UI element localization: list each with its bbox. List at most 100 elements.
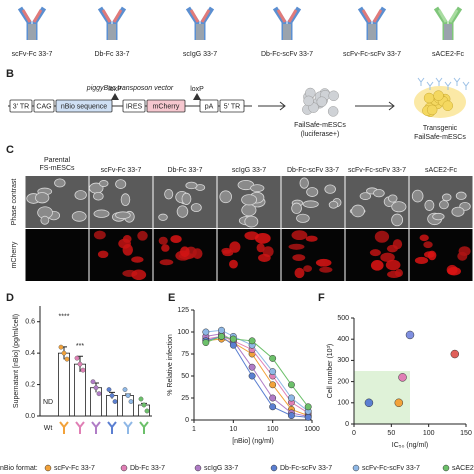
- cell: [455, 191, 467, 200]
- cell: [291, 230, 308, 241]
- data-point: [304, 413, 312, 421]
- cell: [324, 184, 336, 194]
- cell: [93, 230, 106, 240]
- vector-title: piggyBac transposon vector: [86, 85, 174, 92]
- data-point: [398, 373, 407, 382]
- cell: [244, 215, 259, 228]
- y-axis-label: % Relative infection: [167, 334, 174, 396]
- data-point: [269, 354, 277, 362]
- cell: [229, 241, 241, 253]
- cell: [190, 203, 202, 213]
- cell: [99, 180, 109, 187]
- legend-marker: [44, 464, 52, 472]
- replicate-dot: [122, 387, 128, 392]
- cell: [319, 266, 333, 273]
- cell-label: FailSafe-mESCs: [414, 134, 466, 141]
- cell: [288, 243, 305, 250]
- construct-box: [122, 99, 146, 113]
- cell: [380, 252, 395, 263]
- construct-box: [55, 99, 113, 113]
- cell: [385, 259, 401, 271]
- y-tick-label: 75: [181, 351, 189, 358]
- y-tick-label: 0.0: [25, 413, 35, 420]
- x-tick-label: 100: [423, 430, 435, 437]
- antibody-icon: [108, 24, 116, 40]
- data-point: [269, 381, 277, 389]
- cell: [373, 189, 385, 198]
- column-header: Db-Fc 33-7: [167, 167, 202, 174]
- antibody-icon: [368, 24, 376, 40]
- cell: [120, 193, 131, 207]
- cell-cluster: [423, 92, 435, 104]
- y-tick-label: 50: [181, 373, 189, 380]
- antibody-icon: [361, 9, 383, 23]
- column-header: scFv-Fc-scFv 33-7: [348, 167, 406, 174]
- column-header: Db-Fc-scFv 33-7: [287, 167, 339, 174]
- cell: [158, 236, 168, 245]
- construct-label: mCherry: [153, 103, 180, 110]
- legend-label: sACE2-Fc: [452, 465, 474, 472]
- cell: [447, 267, 461, 276]
- cell: [122, 235, 132, 243]
- cell: [137, 230, 148, 241]
- cell: [222, 249, 234, 257]
- x-tick-label: 1: [192, 426, 196, 433]
- antibody-glyph: [462, 81, 470, 90]
- construct-label: CAG: [36, 103, 51, 110]
- data-point: [202, 328, 210, 336]
- cell: [427, 250, 437, 261]
- antibody-icon: [444, 24, 452, 40]
- x-axis-label: IC₅₀ (ng/ml): [392, 442, 428, 449]
- y-axis-label: Supernatant [nBio] (pg/ml/cell): [13, 314, 20, 408]
- cell: [115, 179, 127, 189]
- bar: [58, 352, 71, 417]
- antibody-glyph: [435, 77, 443, 86]
- format-glyph: [75, 421, 85, 434]
- format-glyph: [123, 421, 133, 434]
- cell-cluster: [316, 96, 328, 107]
- cell: [219, 190, 232, 204]
- loxp-label: loxP: [190, 86, 204, 93]
- cell-cluster: [426, 104, 438, 116]
- legend-label: Db-Fc-scFv 33-7: [280, 465, 332, 472]
- x-tick-label: 1000: [304, 426, 320, 433]
- construct-label: nBio sequence: [61, 103, 107, 110]
- cell: [241, 203, 257, 217]
- y-tick-label: 125: [177, 307, 189, 314]
- y-tick-label: 200: [337, 378, 349, 385]
- cell: [424, 199, 435, 211]
- data-point: [202, 339, 210, 347]
- cell: [258, 253, 271, 262]
- arrow: [355, 101, 395, 111]
- cell-cluster: [303, 95, 314, 107]
- format-label: sACE2-Fc: [432, 51, 464, 58]
- cell: [296, 213, 310, 223]
- y-tick-label: 100: [337, 400, 349, 407]
- construct-box: [219, 99, 245, 113]
- replicate-dot: [58, 344, 64, 350]
- cell: [302, 200, 319, 208]
- cell: [391, 201, 407, 213]
- panel-label: E: [168, 292, 175, 304]
- data-point: [269, 368, 277, 376]
- loxp-label: loxP: [108, 86, 122, 93]
- cell: [414, 256, 429, 265]
- format-glyph: [91, 421, 101, 434]
- data-point: [218, 326, 225, 334]
- antibody-icon: [101, 9, 123, 23]
- column-header: scIgG 33-7: [232, 167, 266, 174]
- cell: [457, 251, 468, 261]
- cell: [294, 267, 305, 279]
- cell: [179, 246, 190, 258]
- cell: [423, 241, 433, 249]
- replicate-dot: [80, 367, 86, 373]
- antibody-glyph: [417, 77, 425, 86]
- x-tick-label: Wt: [44, 425, 53, 432]
- data-point: [229, 335, 237, 343]
- legend-marker: [120, 464, 128, 472]
- cell: [71, 211, 87, 222]
- data-point: [269, 394, 277, 402]
- cell: [317, 259, 326, 267]
- row-label: mCherry: [11, 241, 18, 268]
- panel-label: B: [6, 68, 14, 80]
